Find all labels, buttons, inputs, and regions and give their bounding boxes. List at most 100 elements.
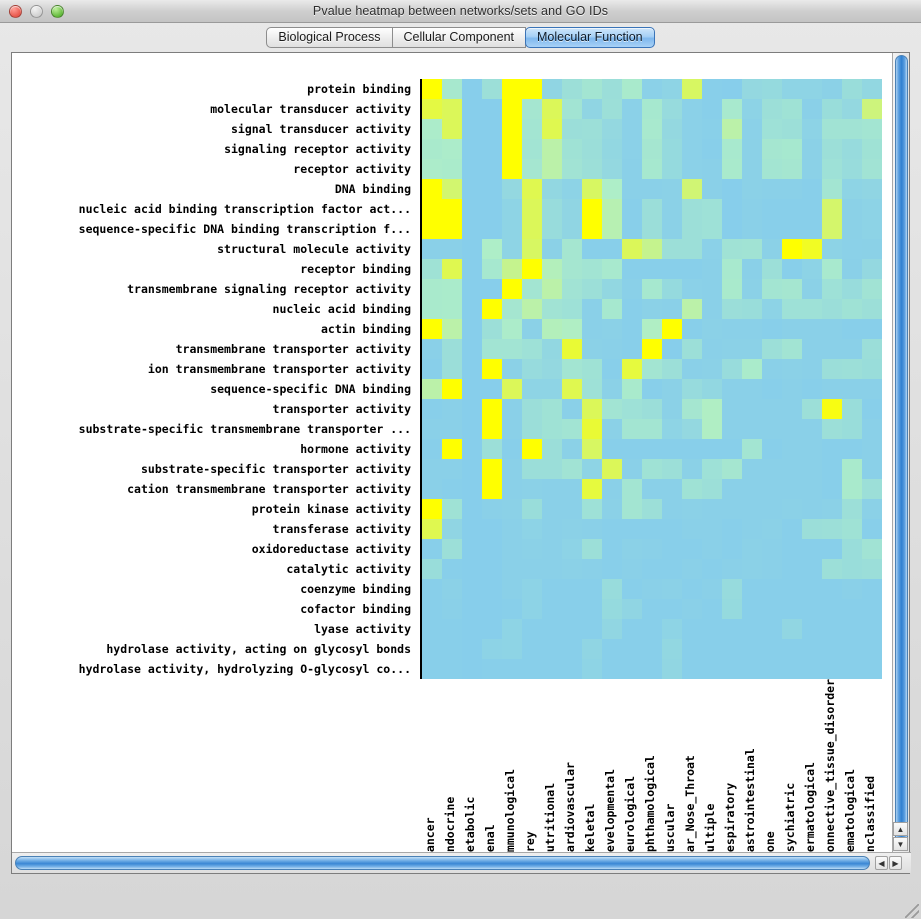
heatmap-cell[interactable]	[822, 179, 842, 199]
heatmap-cell[interactable]	[482, 659, 502, 679]
heatmap-cell[interactable]	[462, 379, 482, 399]
heatmap-cell[interactable]	[702, 279, 722, 299]
heatmap-cell[interactable]	[602, 139, 622, 159]
heatmap-cell[interactable]	[442, 399, 462, 419]
heatmap-cell[interactable]	[442, 619, 462, 639]
heatmap-cell[interactable]	[602, 379, 622, 399]
tab-biological-process[interactable]: Biological Process	[266, 26, 393, 48]
heatmap-cell[interactable]	[702, 659, 722, 679]
horizontal-scrollbar-thumb[interactable]	[15, 856, 870, 870]
heatmap-cell[interactable]	[422, 479, 442, 499]
heatmap-cell[interactable]	[642, 359, 662, 379]
heatmap-cell[interactable]	[422, 159, 442, 179]
heatmap-cell[interactable]	[622, 439, 642, 459]
heatmap-cell[interactable]	[662, 379, 682, 399]
heatmap-cell[interactable]	[522, 579, 542, 599]
heatmap-cell[interactable]	[522, 179, 542, 199]
heatmap-cell[interactable]	[442, 559, 462, 579]
heatmap-cell[interactable]	[522, 639, 542, 659]
heatmap-cell[interactable]	[682, 519, 702, 539]
heatmap-cell[interactable]	[682, 619, 702, 639]
scroll-up-icon[interactable]: ▲	[893, 822, 908, 836]
heatmap-cell[interactable]	[762, 559, 782, 579]
heatmap-cell[interactable]	[462, 99, 482, 119]
heatmap-cell[interactable]	[682, 179, 702, 199]
heatmap-cell[interactable]	[462, 319, 482, 339]
heatmap-cell[interactable]	[542, 559, 562, 579]
heatmap-cell[interactable]	[682, 479, 702, 499]
heatmap-cell[interactable]	[762, 479, 782, 499]
heatmap-cell[interactable]	[562, 539, 582, 559]
heatmap-cell[interactable]	[582, 139, 602, 159]
heatmap-cell[interactable]	[442, 219, 462, 239]
heatmap-cell[interactable]	[822, 219, 842, 239]
heatmap-cell[interactable]	[742, 519, 762, 539]
heatmap-cell[interactable]	[602, 619, 622, 639]
heatmap-cell[interactable]	[642, 179, 662, 199]
heatmap-cell[interactable]	[542, 459, 562, 479]
heatmap-cell[interactable]	[642, 379, 662, 399]
heatmap-cell[interactable]	[622, 219, 642, 239]
heatmap-cell[interactable]	[602, 79, 622, 99]
heatmap-cell[interactable]	[782, 319, 802, 339]
heatmap-cell[interactable]	[742, 119, 762, 139]
heatmap-cell[interactable]	[582, 99, 602, 119]
heatmap-cell[interactable]	[462, 359, 482, 379]
heatmap-cell[interactable]	[462, 299, 482, 319]
heatmap-cell[interactable]	[602, 419, 622, 439]
heatmap-cell[interactable]	[482, 359, 502, 379]
heatmap-cell[interactable]	[482, 239, 502, 259]
heatmap-cell[interactable]	[822, 539, 842, 559]
heatmap-cell[interactable]	[462, 179, 482, 199]
heatmap-cell[interactable]	[642, 479, 662, 499]
heatmap-cell[interactable]	[802, 599, 822, 619]
heatmap-cell[interactable]	[782, 599, 802, 619]
heatmap-cell[interactable]	[762, 359, 782, 379]
heatmap-cell[interactable]	[682, 659, 702, 679]
heatmap-cell[interactable]	[862, 559, 882, 579]
heatmap-cell[interactable]	[782, 479, 802, 499]
heatmap-cell[interactable]	[862, 479, 882, 499]
heatmap-cell[interactable]	[862, 399, 882, 419]
heatmap-cell[interactable]	[822, 519, 842, 539]
heatmap-cell[interactable]	[722, 599, 742, 619]
heatmap-cell[interactable]	[502, 619, 522, 639]
window-resize-grip[interactable]	[905, 904, 919, 918]
heatmap-cell[interactable]	[842, 359, 862, 379]
heatmap-cell[interactable]	[662, 359, 682, 379]
heatmap-cell[interactable]	[782, 659, 802, 679]
heatmap-cell[interactable]	[622, 319, 642, 339]
heatmap-cell[interactable]	[702, 79, 722, 99]
heatmap-cell[interactable]	[702, 539, 722, 559]
heatmap-cell[interactable]	[562, 119, 582, 139]
heatmap-cell[interactable]	[782, 359, 802, 379]
heatmap-cell[interactable]	[622, 139, 642, 159]
heatmap-cell[interactable]	[642, 339, 662, 359]
heatmap-cell[interactable]	[642, 319, 662, 339]
heatmap-cell[interactable]	[522, 159, 542, 179]
heatmap-cell[interactable]	[582, 559, 602, 579]
heatmap-cell[interactable]	[502, 239, 522, 259]
heatmap-cell[interactable]	[602, 519, 622, 539]
heatmap-cell[interactable]	[822, 359, 842, 379]
heatmap-cell[interactable]	[662, 99, 682, 119]
heatmap-cell[interactable]	[742, 559, 762, 579]
heatmap-cell[interactable]	[542, 119, 562, 139]
heatmap-cell[interactable]	[582, 579, 602, 599]
heatmap-cell[interactable]	[722, 439, 742, 459]
heatmap-cell[interactable]	[642, 399, 662, 419]
heatmap-cell[interactable]	[462, 459, 482, 479]
heatmap-cell[interactable]	[582, 639, 602, 659]
heatmap-cell[interactable]	[702, 219, 722, 239]
heatmap-cell[interactable]	[762, 439, 782, 459]
heatmap-cell[interactable]	[662, 479, 682, 499]
heatmap-cell[interactable]	[742, 479, 762, 499]
heatmap-cell[interactable]	[682, 299, 702, 319]
heatmap-cell[interactable]	[482, 579, 502, 599]
heatmap-cell[interactable]	[722, 419, 742, 439]
heatmap-cell[interactable]	[822, 99, 842, 119]
heatmap-cell[interactable]	[782, 399, 802, 419]
heatmap-cell[interactable]	[622, 259, 642, 279]
heatmap-cell[interactable]	[682, 499, 702, 519]
heatmap-cell[interactable]	[742, 359, 762, 379]
